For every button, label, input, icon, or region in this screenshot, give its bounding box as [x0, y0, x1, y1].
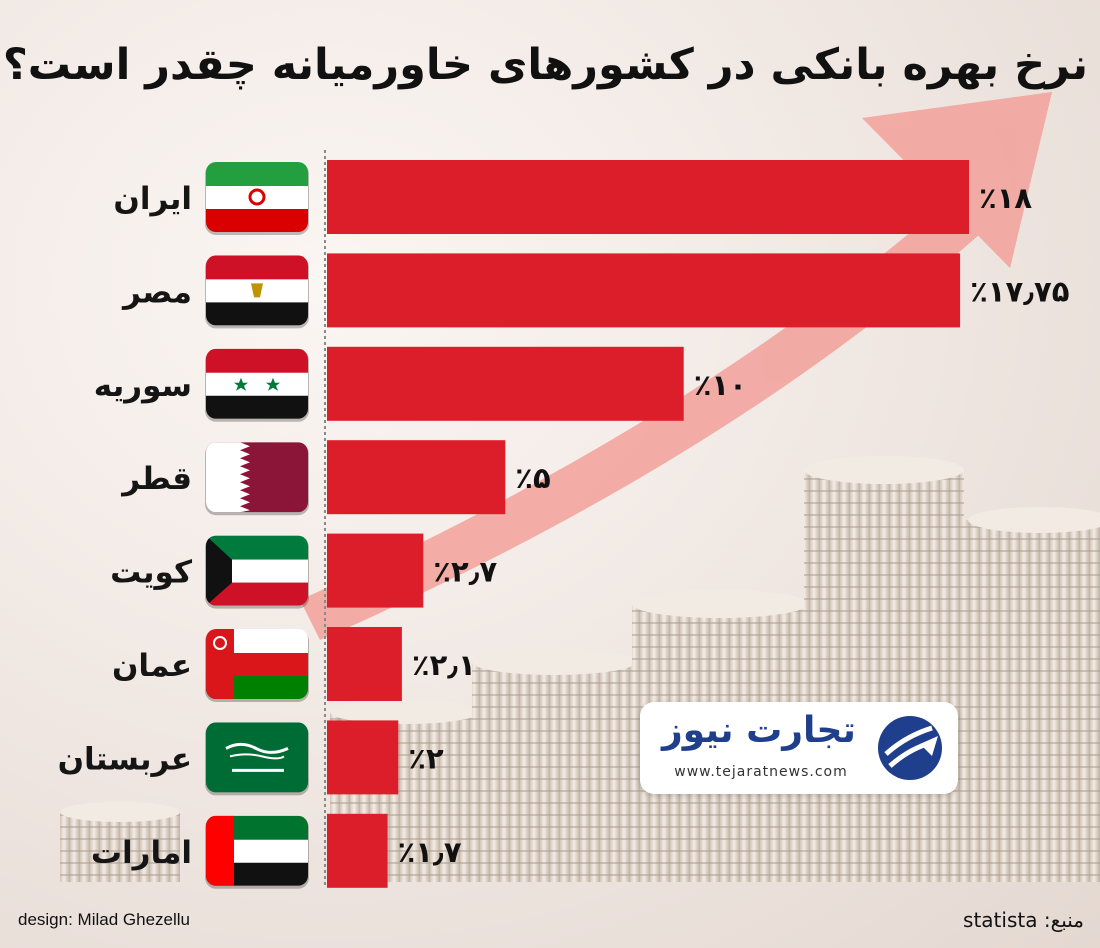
bar-3 — [327, 440, 506, 515]
country-label-2: سوریه — [94, 368, 192, 404]
source-note: منبع: statista — [963, 908, 1084, 932]
page-title: نرخ بهره بانکی در کشورهای خاورمیانه چقدر… — [2, 40, 1088, 90]
syria-flag — [205, 348, 309, 422]
value-label-3: ٪۵ — [515, 461, 550, 495]
logo-name: تجارت نیوز — [662, 710, 856, 751]
country-label-5: عمان — [112, 648, 192, 684]
design-credit: design: Milad Ghezellu — [18, 910, 190, 929]
bar-7 — [327, 813, 388, 888]
egypt-flag — [205, 255, 309, 329]
value-label-5: ٪۲٫۱ — [412, 648, 476, 682]
value-label-0: ٪۱۸ — [979, 181, 1032, 215]
kuwait-flag — [205, 535, 309, 609]
bar-6 — [327, 720, 399, 795]
value-label-1: ٪۱۷٫۷۵ — [970, 274, 1069, 308]
value-label-6: ٪۲ — [408, 741, 444, 775]
bar-4 — [327, 533, 424, 608]
logo-globe-icon — [878, 716, 942, 780]
uae-flag — [205, 815, 309, 889]
country-label-3: قطر — [120, 461, 192, 497]
saudi-arabia-flag — [205, 722, 309, 796]
bar-2 — [327, 346, 684, 421]
country-label-4: کویت — [110, 555, 193, 591]
bar-0 — [327, 160, 969, 234]
iran-flag — [205, 162, 309, 235]
value-label-7: ٪۱٫۷ — [398, 835, 462, 869]
oman-flag — [205, 629, 309, 702]
country-label-6: عربستان — [58, 741, 192, 777]
bar-1 — [327, 253, 961, 328]
country-label-0: ایران — [113, 181, 192, 217]
logo-url: www.tejaratnews.com — [674, 764, 848, 780]
country-label-7: امارات — [91, 835, 192, 871]
country-label-1: مصر — [121, 274, 192, 310]
qatar-flag — [205, 442, 309, 516]
value-label-2: ٪۱۰ — [694, 368, 747, 402]
bar-5 — [327, 627, 402, 701]
chart-rows: ٪۱۸ ایران ٪۱۷٫۷۵ مصر ٪۱۰ سوریه ٪۵ قطر ٪۲٫۷ کویت ٪۲… — [58, 160, 1069, 889]
tejaratnews-logo: تجارت نیوز www.tejaratnews.com — [640, 702, 958, 794]
value-label-4: ٪۲٫۷ — [433, 555, 497, 589]
